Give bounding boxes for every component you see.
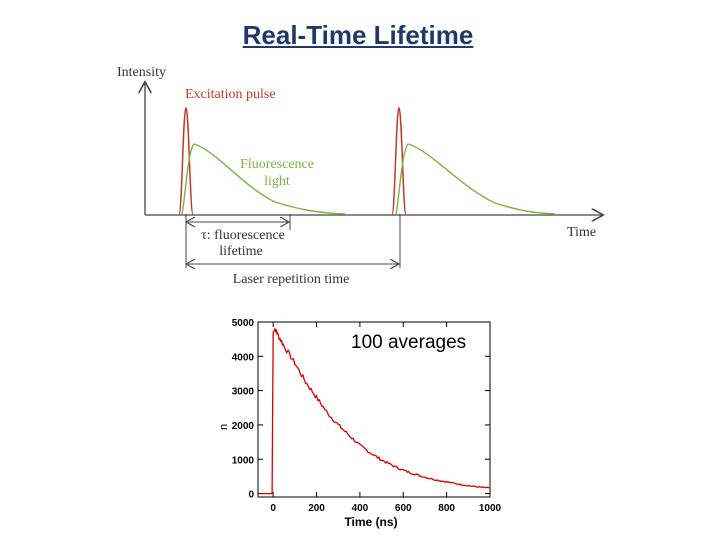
fluorescence-label-line1: Fluorescence — [240, 157, 314, 172]
plot-ticks: 0 200 400 600 800 1000 0 1000 2000 3000 4000 5000 — [232, 318, 502, 514]
fluorescence-curve-1 — [181, 143, 346, 215]
fluorescence-label-line2: light — [264, 174, 290, 189]
y-tick-label: 5000 — [232, 318, 255, 329]
plot-series — [260, 326, 491, 495]
excitation-pulse-2 — [391, 107, 407, 215]
x-tick-label: 600 — [395, 503, 412, 514]
intensity-axis-label: Intensity — [117, 65, 166, 80]
plot-x-axis-label: Time (ns) — [344, 515, 397, 529]
x-tick-label: 200 — [308, 503, 325, 514]
fluorescence-curve-2 — [395, 143, 556, 215]
repetition-label: Laser repetition time — [233, 272, 350, 287]
plot-border — [257, 321, 491, 498]
plot-y-axis-fragment: n — [218, 424, 230, 430]
averages-annotation: 100 averages — [351, 332, 466, 353]
time-axis-label: Time — [567, 225, 596, 240]
decay-series-line — [260, 326, 491, 495]
y-tick-label: 4000 — [232, 352, 255, 363]
y-tick-label: 1000 — [232, 455, 255, 466]
slide-title: Real-Time Lifetime — [242, 20, 474, 50]
tau-label-line1: τ: fluorescence — [201, 228, 285, 243]
plot-frame — [257, 321, 491, 498]
tau-label-line2: lifetime — [219, 244, 263, 259]
excitation-pulse-1 — [178, 107, 194, 215]
y-tick-label: 2000 — [232, 421, 255, 432]
y-tick-label: 3000 — [232, 387, 255, 398]
x-tick-label: 800 — [438, 503, 455, 514]
x-tick-label: 1000 — [479, 503, 502, 514]
excitation-pulse-label: Excitation pulse — [185, 87, 276, 102]
y-tick-label: 0 — [248, 490, 254, 501]
x-tick-label: 0 — [270, 503, 276, 514]
x-tick-label: 400 — [352, 503, 369, 514]
